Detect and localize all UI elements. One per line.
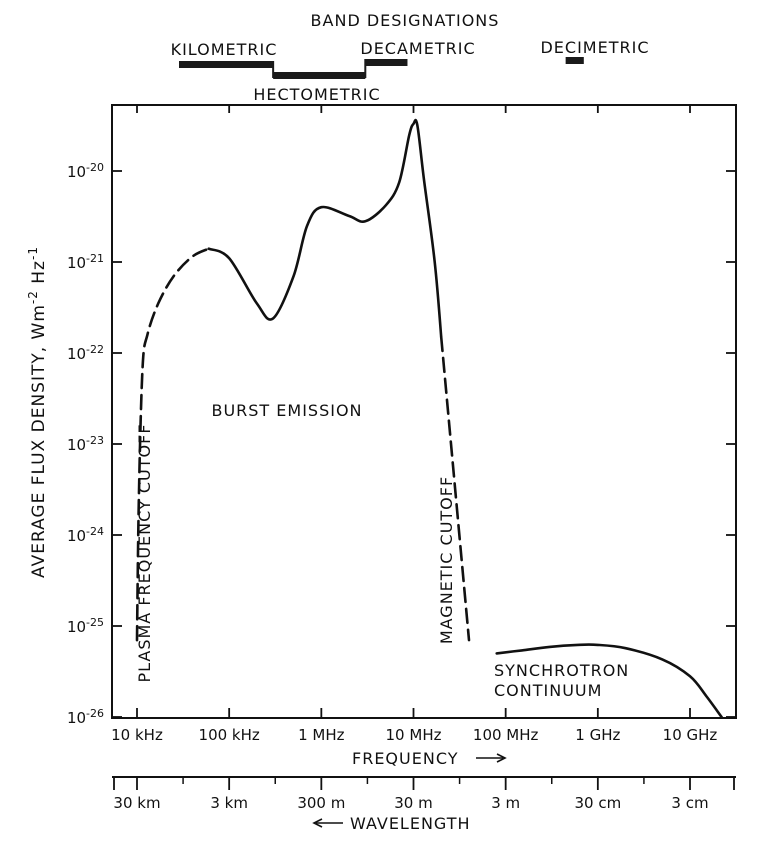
wavelength-tick-label: 300 m (297, 794, 345, 812)
y-tick-exp: -20 (86, 161, 104, 174)
band-designations-title: BAND DESIGNATIONS (311, 11, 500, 30)
annotation-magnetic-cutoff: MAGNETIC CUTOFF (437, 476, 456, 644)
x-tick-label: 1 GHz (575, 726, 620, 744)
y-tick-exp: -24 (86, 525, 104, 538)
wavelength-axis-title: WAVELENGTH (312, 814, 471, 833)
y-tick-exp: -22 (86, 343, 104, 356)
frequency-label: FREQUENCY (352, 749, 458, 768)
y-tick-label: 10-20 (67, 161, 104, 182)
y-tick-base: 10 (67, 254, 86, 272)
y-tick-label: 10-23 (67, 434, 104, 455)
band-label-hectometric: HECTOMETRIC (253, 85, 380, 104)
x-tick-label: 1 MHz (298, 726, 345, 744)
y-tick-exp: -26 (86, 707, 104, 720)
band-bar-hectometric (273, 72, 366, 79)
y-tick-label: 10-25 (67, 616, 104, 637)
y-tick-base: 10 (67, 436, 86, 454)
series-magnetic-cutoff (439, 335, 471, 642)
y-tick-exp: -23 (86, 434, 104, 447)
x-tick-label: 100 kHz (199, 726, 260, 744)
series-burst-emission (207, 118, 443, 339)
y-tick-exp: -21 (86, 252, 104, 265)
frequency-arrowhead-icon (496, 753, 507, 763)
wavelength-tick-label: 3 cm (671, 794, 708, 812)
wavelength-tick-label: 30 cm (574, 794, 621, 812)
x-tick-label: 10 MHz (386, 726, 442, 744)
band-label-kilometric: KILOMETRIC (171, 40, 278, 59)
y-axis-label-exp1: -2 (26, 290, 40, 304)
annotation-burst-emission: BURST EMISSION (211, 401, 362, 420)
y-axis-label-exp2: -1 (26, 246, 40, 260)
series-synchrotron-continuum (495, 643, 723, 719)
y-tick-base: 10 (67, 345, 86, 363)
wavelength-tick-label: 30 km (113, 794, 160, 812)
wavelength-tick-label: 3 m (491, 794, 520, 812)
x-tick-label: 100 MHz (473, 726, 539, 744)
wavelength-arrowhead-icon (312, 818, 323, 828)
y-axis-label-mid: Hz (29, 260, 49, 290)
annotation-continuum: CONTINUUM (494, 681, 602, 700)
band-label-decimetric: DECIMETRIC (540, 38, 649, 57)
y-tick-base: 10 (67, 618, 86, 636)
x-axis: 10 kHz 100 kHz 1 MHz 10 MHz 100 MHz 1 GHz 10 G… (111, 105, 717, 744)
wavelength-tick-label: 30 m (394, 794, 432, 812)
band-bar-decimetric (565, 57, 584, 64)
band-bars (179, 57, 584, 79)
plot-frame (111, 104, 737, 719)
y-tick-label: 10-21 (67, 252, 104, 273)
band-label-decametric: DECAMETRIC (360, 39, 475, 58)
y-tick-label: 10-26 (67, 707, 104, 728)
series-group (135, 118, 723, 719)
y-tick-exp: -25 (86, 616, 104, 629)
y-axis-label: AVERAGE FLUX DENSITY, Wm-2 Hz-1 (26, 246, 49, 578)
band-bar-decametric (365, 59, 408, 66)
y-tick-base: 10 (67, 709, 86, 727)
wavelength-label: WAVELENGTH (350, 814, 471, 833)
x-tick-label: 10 kHz (111, 726, 163, 744)
band-designations: BAND DESIGNATIONS KILOMETRIC HECTOMETRIC… (171, 11, 649, 104)
series-plasma-frequency-cutoff (135, 247, 210, 642)
annotation-plasma-cutoff: PLASMA FREQUENCY CUTOFF (135, 423, 154, 682)
y-tick-base: 10 (67, 163, 86, 181)
y-axis-label-main: AVERAGE FLUX DENSITY, Wm (29, 304, 49, 578)
band-bar-kilometric (179, 61, 274, 68)
y-tick-label: 10-22 (67, 343, 104, 364)
frequency-axis-title: FREQUENCY (352, 749, 507, 768)
y-tick-label: 10-24 (67, 525, 104, 546)
wavelength-axis: 30 km 3 km 300 m 30 m 3 m 30 cm 3 cm (113, 777, 735, 812)
y-tick-base: 10 (67, 527, 86, 545)
annotation-synchrotron: SYNCHROTRON (494, 661, 629, 680)
wavelength-tick-label: 3 km (210, 794, 248, 812)
x-tick-label: 10 GHz (663, 726, 718, 744)
